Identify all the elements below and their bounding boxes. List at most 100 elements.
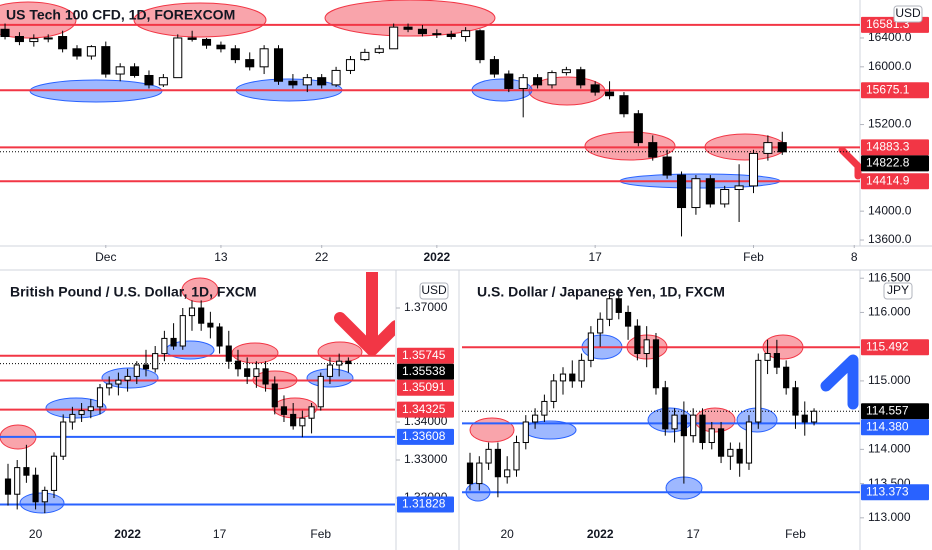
price-label-bg [397, 428, 454, 445]
price-label: 1.35745 [402, 348, 446, 362]
ellipse [133, 2, 267, 38]
y-tick-label: 116.000 [868, 305, 911, 319]
x-tick-label: 20 [501, 527, 515, 541]
candle-body [142, 364, 150, 370]
candle-body [144, 74, 154, 86]
arrow [334, 272, 395, 356]
chart-title: US Tech 100 CFD, 1D, FOREXCOM [6, 7, 235, 23]
candle-body [69, 413, 76, 423]
candle-body [72, 48, 82, 57]
currency-badge [419, 282, 449, 300]
currency-label: JPY [887, 283, 909, 297]
candle-body [29, 38, 39, 43]
candle-body [115, 379, 122, 385]
candle-body [792, 387, 799, 416]
candle-body [550, 380, 557, 402]
candle-body [690, 414, 697, 437]
candle-body [676, 174, 687, 209]
candle-body [14, 467, 21, 495]
y-tick-label: 15200.0 [868, 117, 912, 131]
candle-body [179, 315, 186, 347]
candle-body [531, 414, 539, 423]
candle-body [345, 59, 356, 71]
price-label: 14883.3 [866, 140, 910, 154]
candle-body [158, 77, 168, 86]
candle-body [374, 48, 384, 53]
candle-body [130, 66, 140, 76]
candle-body [513, 442, 520, 471]
price-label-bg [397, 379, 454, 396]
candle-body [755, 359, 762, 423]
candle-body [652, 339, 660, 389]
x-tick-label: Feb [310, 527, 331, 541]
candle-body [466, 462, 474, 485]
candle-body [14, 36, 24, 43]
candle-body [262, 368, 269, 385]
candle-body [403, 26, 413, 30]
price-label-bg [861, 173, 929, 190]
candle-body [216, 44, 226, 50]
candle-body [317, 375, 324, 408]
x-tick-label: 2022 [423, 250, 450, 264]
price-label: 114.380 [866, 419, 909, 433]
candle-body [198, 307, 205, 324]
x-tick-label: 17 [588, 250, 602, 264]
candle-body [446, 33, 456, 38]
candle-body [173, 37, 183, 79]
y-tick-label: 113.000 [868, 510, 911, 524]
candle-body [78, 410, 85, 415]
candle-body [606, 298, 613, 320]
candle-body [280, 406, 288, 415]
ellipse [324, 0, 496, 37]
x-tick-label: 17 [213, 527, 227, 541]
x-tick-label: 20 [29, 527, 43, 541]
marks: 13600.0 14000.0 15200.0 16000.0 16400.0 Dec 13… [0, 5, 929, 541]
y-tick-label: 115.000 [868, 373, 911, 387]
candle-body [475, 30, 485, 61]
candle-body [245, 59, 255, 68]
ellipse [469, 417, 515, 443]
candle-body [619, 95, 629, 115]
candle-body [101, 46, 111, 75]
candle-body [777, 142, 787, 153]
y-tick-label: 14000.0 [868, 203, 912, 217]
currency-badge [893, 5, 923, 23]
candle-body [225, 345, 232, 362]
candle-body [87, 406, 94, 412]
candle-body [745, 421, 753, 464]
candle-body [717, 428, 725, 457]
candle-body [559, 373, 567, 382]
candle-body [576, 69, 586, 86]
price-label-bg [861, 139, 929, 156]
candle-body [0, 28, 10, 38]
price-label-bg [861, 339, 929, 356]
price-label-bg [397, 347, 454, 364]
candle-body [389, 26, 399, 50]
candle-body [188, 307, 196, 317]
price-label-bg [861, 484, 929, 501]
candle-body [578, 359, 585, 382]
candle-body [764, 353, 771, 361]
candle-body [50, 455, 58, 491]
candle-body [308, 406, 315, 419]
candle-body [773, 353, 780, 368]
x-tick-label: 2022 [587, 527, 614, 541]
candle-body [662, 387, 669, 430]
price-label: 1.35091 [402, 380, 446, 394]
price-label: 14414.9 [866, 173, 910, 187]
candle-body [533, 77, 543, 86]
candle-body [106, 383, 113, 389]
candle-body [234, 360, 242, 370]
candle-body [345, 360, 352, 365]
x-tick-label: 13 [214, 250, 228, 264]
candle-body [417, 28, 427, 35]
price-label: 113.373 [866, 484, 909, 498]
price-label-bg [861, 419, 929, 436]
candle-body [662, 156, 672, 176]
candle-body [202, 38, 212, 46]
candle-body [124, 375, 131, 381]
price-label: 15675.1 [866, 82, 910, 96]
candle-body [253, 368, 260, 377]
